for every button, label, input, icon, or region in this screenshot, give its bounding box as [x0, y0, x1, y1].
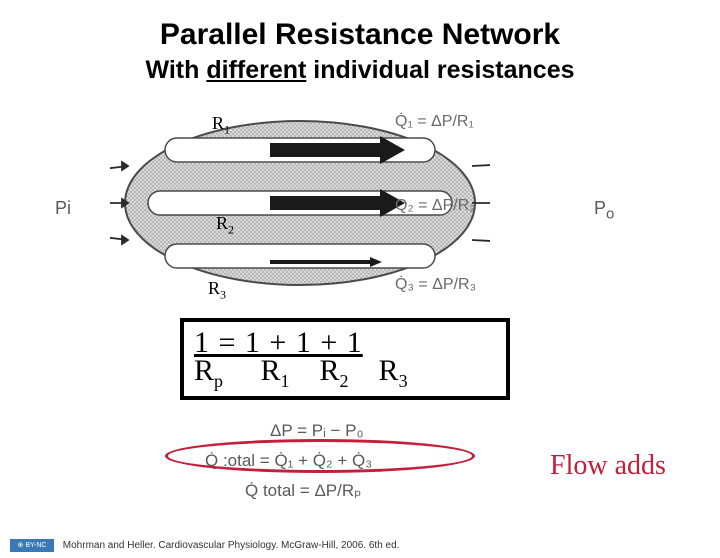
- diagram-area: Pi Po: [0, 103, 720, 303]
- subtitle-prefix: With: [145, 56, 206, 84]
- label-r1: R1: [212, 113, 230, 138]
- citation: ⊕ BY-NC Mohrman and Heller. Cardiovascul…: [10, 539, 399, 552]
- label-r2: R2: [216, 213, 234, 238]
- cc-badge-icon: ⊕ BY-NC: [10, 539, 54, 552]
- subtitle-suffix: individual resistances: [306, 56, 574, 84]
- summary-qtotal-rp: Q̇ total = ΔP/Rₚ: [245, 481, 361, 501]
- formula-denominators: Rp R1 R2 R3: [194, 356, 496, 390]
- subtitle-underlined: different: [206, 56, 306, 84]
- citation-text: Mohrman and Heller. Cardiovascular Physi…: [63, 540, 400, 551]
- eq-q2: Q₂ = ΔP/R₂: [395, 197, 475, 215]
- label-pi: Pi: [55, 198, 71, 223]
- formula-box: 1 = 1 + 1 + 1 Rp R1 R2 R3: [180, 318, 510, 400]
- summary-dp: ΔP = Pᵢ − P₀: [270, 421, 364, 441]
- highlight-ellipse: [165, 439, 475, 473]
- summary-area: ΔP = Pᵢ − P₀ Q̇ :ᴏtal = Q̇₁ + Q̇₂ + Q̇₃ …: [150, 413, 570, 513]
- page-title: Parallel Resistance Network: [0, 18, 720, 52]
- label-r3: R3: [208, 278, 226, 303]
- label-po: Po: [594, 198, 614, 223]
- flow-adds-label: Flow adds: [550, 450, 666, 482]
- eq-q1: Q̇₁ = ΔP/R₁: [395, 113, 474, 131]
- eq-q3: Q̇₃ = ΔP/R₃: [395, 276, 476, 294]
- page-subtitle: With different individual resistances: [0, 56, 720, 85]
